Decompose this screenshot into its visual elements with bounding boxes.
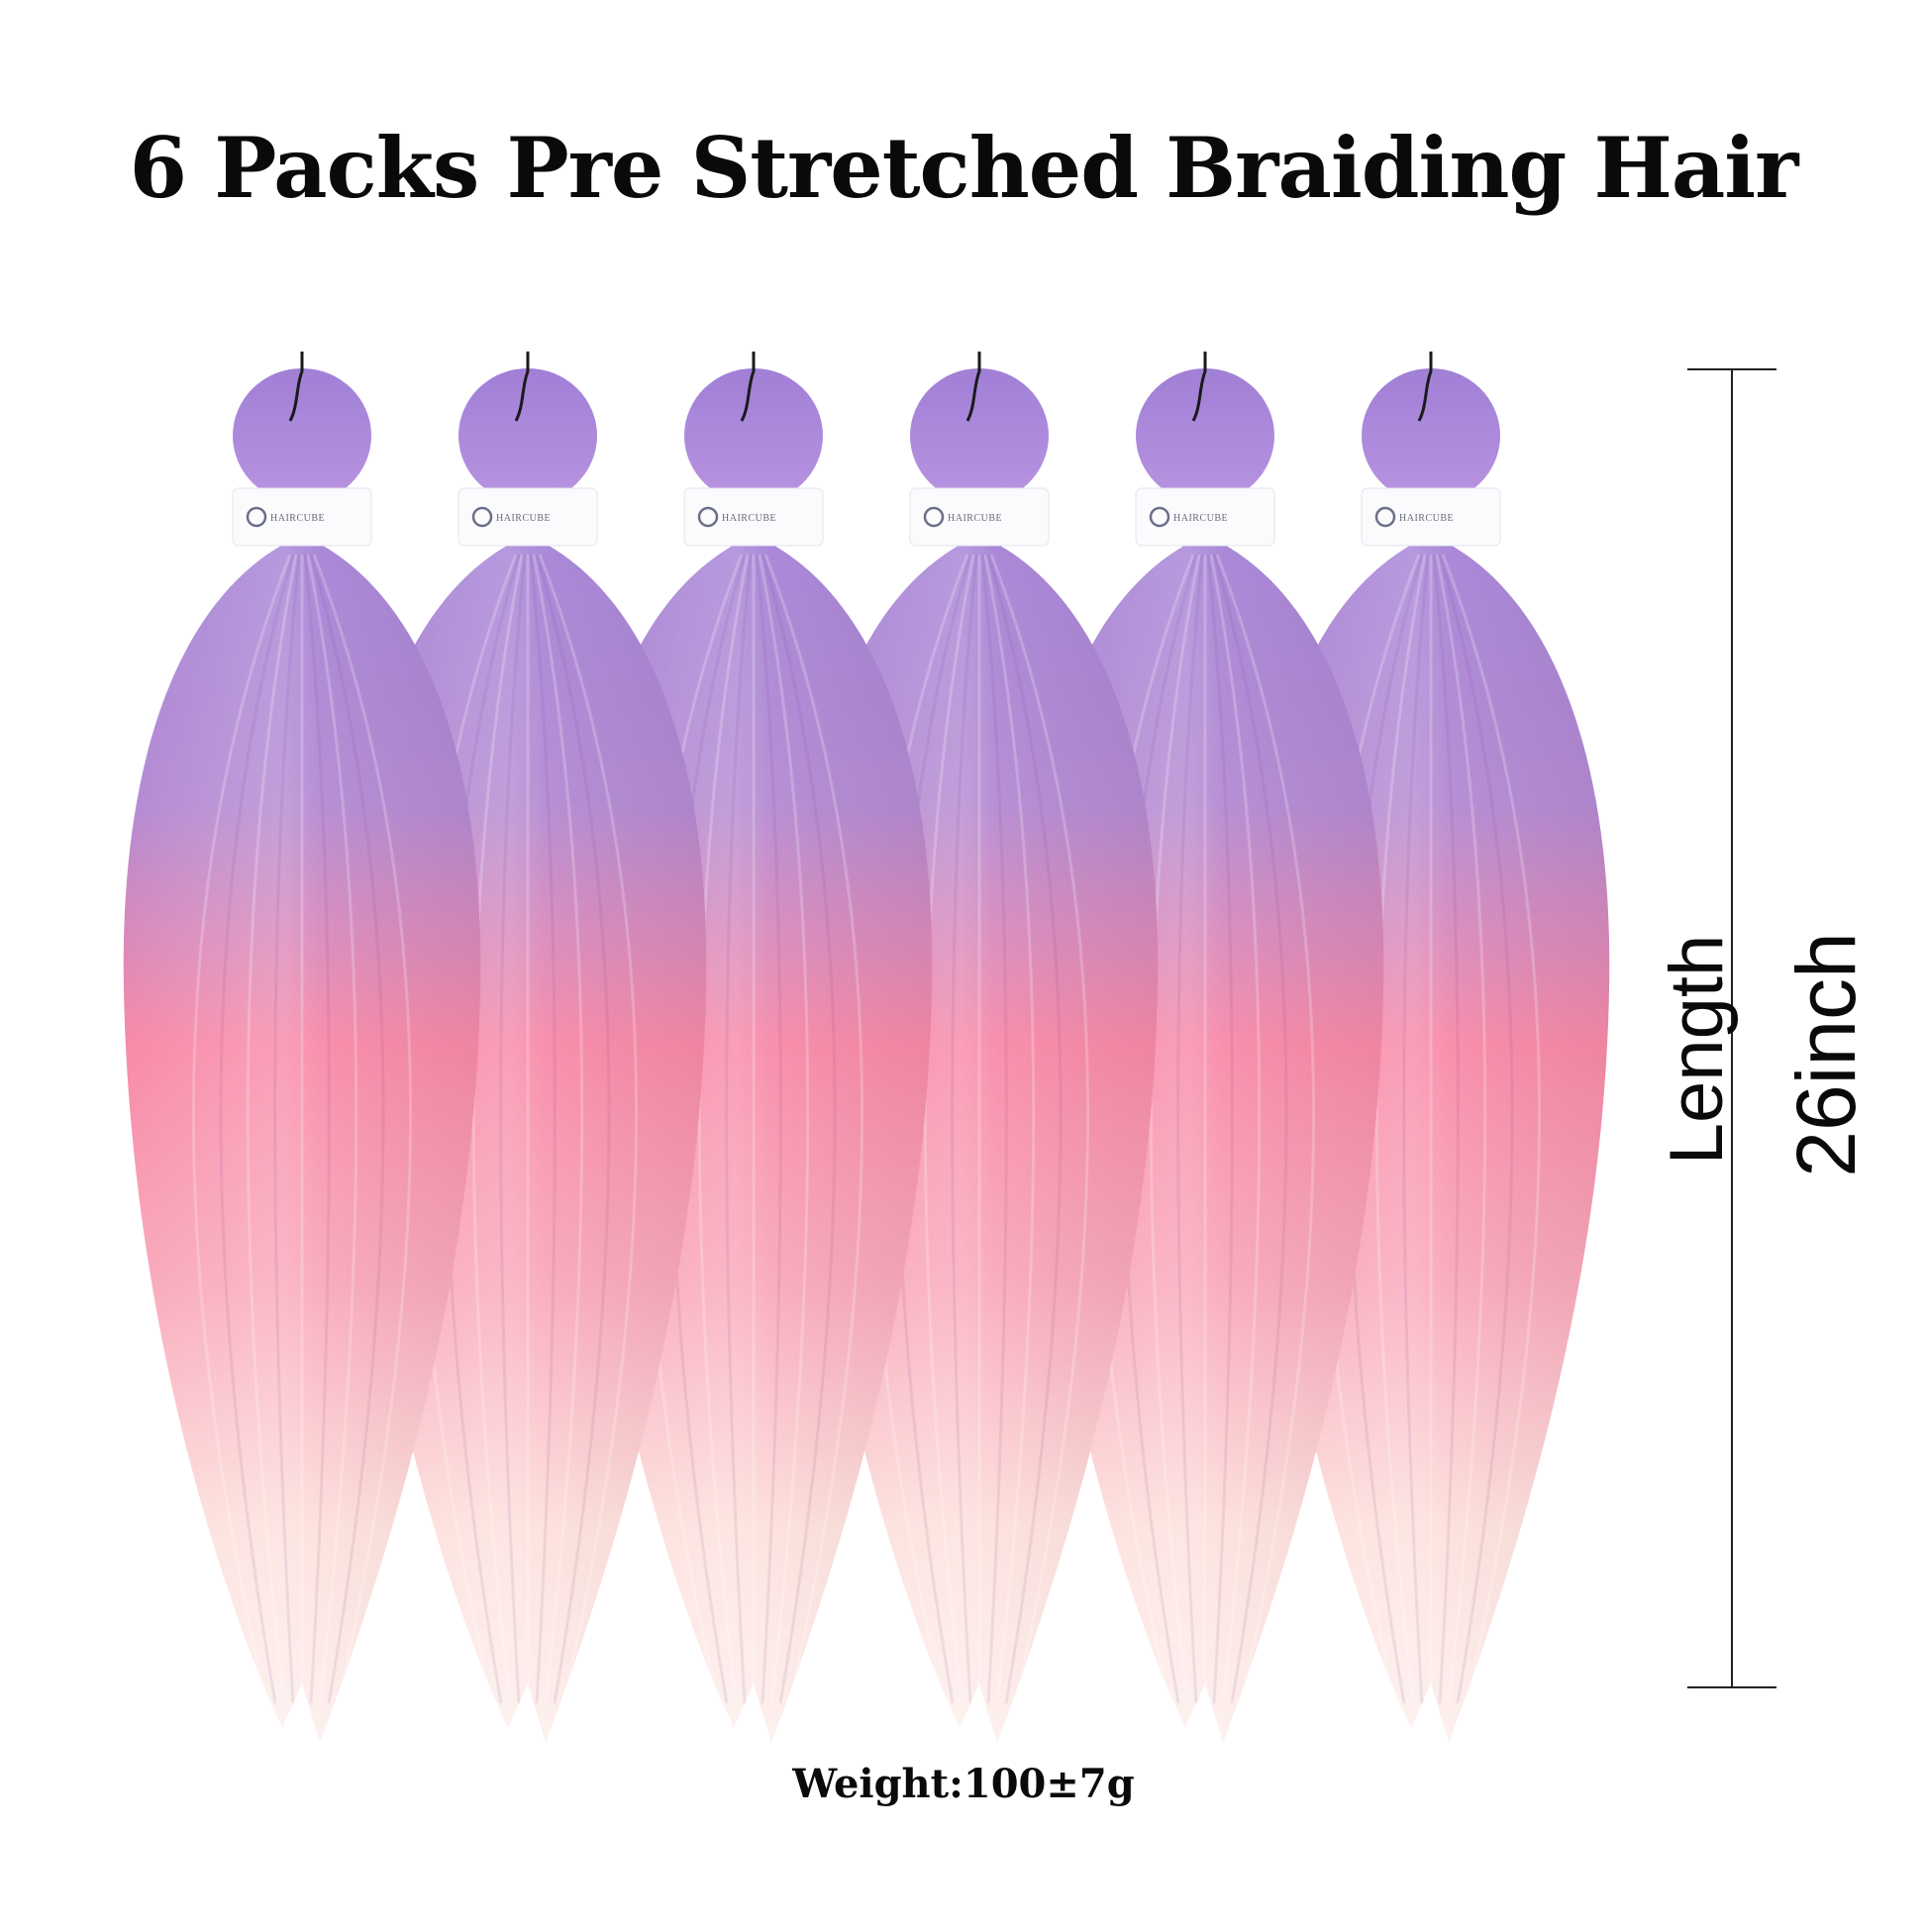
hair-bundle: HAIRCUBE [123, 352, 481, 1743]
hanging-string [288, 352, 304, 422]
brand-label-text: HAIRCUBE [1173, 513, 1228, 524]
length-value: 26inch [1779, 932, 1873, 1177]
brand-label-text: HAIRCUBE [948, 513, 1002, 524]
brand-logo-icon [1149, 506, 1170, 528]
brand-label-band [457, 487, 598, 547]
brand-label-text: HAIRCUBE [722, 513, 776, 524]
brand-label-text: HAIRCUBE [270, 513, 325, 524]
brand-label-band [1361, 487, 1501, 547]
measure-bottom-tick [1687, 1686, 1776, 1688]
hanging-string [1417, 352, 1433, 422]
brand-logo-icon [246, 506, 267, 528]
hanging-string [1191, 352, 1207, 422]
brand-label-band [232, 487, 372, 547]
hair-knot [684, 368, 823, 503]
hair-knot [1362, 368, 1500, 503]
hanging-string [740, 352, 756, 422]
hair-knot [1136, 368, 1274, 503]
brand-logo-icon [923, 506, 945, 528]
hair-knot [233, 368, 371, 503]
brand-label-band [909, 487, 1050, 547]
brand-logo-icon [471, 506, 493, 528]
brand-label-text: HAIRCUBE [1399, 513, 1454, 524]
hanging-string [514, 352, 530, 422]
hair-knot [910, 368, 1049, 503]
hanging-string [965, 352, 981, 422]
hair-knot [458, 368, 597, 503]
brand-logo-icon [1374, 506, 1396, 528]
brand-label-band [1135, 487, 1275, 547]
product-title: 6 Packs Pre Stretched Braiding Hair [129, 119, 1799, 217]
weight-label: Weight:100±7g [792, 1761, 1135, 1807]
brand-label-band [683, 487, 824, 547]
brand-label-text: HAIRCUBE [496, 513, 551, 524]
brand-logo-icon [697, 506, 719, 528]
measure-line [1731, 368, 1733, 1687]
length-label: Length [1655, 934, 1739, 1166]
